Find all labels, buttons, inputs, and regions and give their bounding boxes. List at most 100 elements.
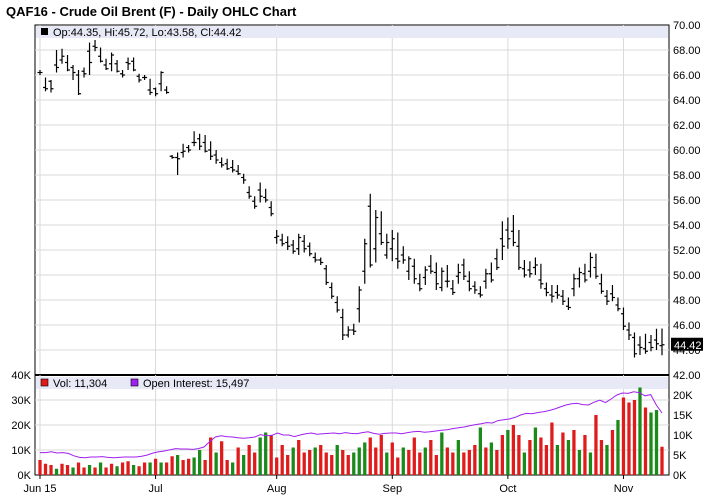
ohlc-bar [340,308,346,340]
last-price-marker: 44.42 [671,337,703,352]
volume-bar [385,452,389,475]
ohlc-bar [136,73,142,83]
ohlc-bar [230,160,236,173]
volume-bar [566,440,571,475]
volume-bar [451,452,455,475]
volume-bar [577,450,582,475]
price-tick-label: 68.00 [673,45,701,57]
ohlc-bar [510,215,516,247]
volume-bar [203,460,207,475]
ohlc-bar [81,67,87,78]
ohlc-bar [213,150,219,164]
volume-bar [197,450,202,475]
volume-bar [561,432,565,475]
ohlc-bar [516,230,522,270]
volume-bar [517,435,521,475]
volume-bar [330,455,334,475]
volume-bar [660,446,664,475]
ohlc-bars [37,40,665,358]
x-tick-label: Jul [149,483,163,495]
ohlc-bar [609,285,615,302]
ohlc-bar [422,266,428,285]
ohlc-bar [301,235,307,253]
volume-bar [120,462,125,475]
volume-bar [445,447,449,475]
price-axis-right: 70.00 68.00 66.00 64.00 62.00 60.00 58.00 56.00… [673,20,701,382]
ohlc-bar [505,217,511,249]
price-tick-label: 48.00 [673,295,701,307]
ohlc-bar [197,133,203,150]
price-tick-label: 60.00 [673,145,701,157]
volume-bar [610,430,615,475]
ohlc-bar [54,50,60,73]
volume-bar [319,445,323,475]
price-tick-label: 64.00 [673,95,701,107]
ohlc-bar [433,262,439,290]
ohlc-bar [648,335,654,352]
ohlc-bar [59,48,65,64]
volume-bar [390,442,394,475]
ohlc-bar [560,290,566,305]
ohlc-bar [554,285,560,299]
volume-bar [506,430,510,475]
ohlc-bar [351,323,357,335]
ohlc-bar [494,248,500,270]
ohlc-bar [263,188,269,203]
ohlc-bar [318,257,324,265]
ohlc-bar [92,40,98,52]
ohlc-bar [521,260,527,278]
volume-bar [495,450,499,475]
price-tick-label: 58.00 [673,170,701,182]
volume-bar [54,468,59,475]
price-tick-label: 54.00 [673,220,701,232]
ohlc-bar [483,268,489,289]
ohlc-bar [527,261,533,278]
ohlc-bar [114,60,120,73]
ohlc-bar [653,328,659,350]
ohlc-bar [257,182,263,203]
volume-bar [153,458,158,475]
ohlc-bar [131,57,137,72]
volume-legend-text: Vol: 11,304 [53,378,107,390]
volume-tick-label-left: 20K [11,420,31,432]
ohlc-bar [642,333,648,354]
volume-bar [225,460,229,475]
volume-bar [164,462,169,475]
ohlc-bar [411,258,417,284]
ohlc-bar [158,71,164,92]
ohlc-bar [169,155,175,159]
ohlc-bar [417,273,423,292]
volume-bars [38,387,664,475]
volume-axis-right: 20K 15K 10K 5K 0K [673,390,693,482]
ohlc-bar [65,55,71,72]
volume-bar [539,437,543,475]
volume-bar [71,467,75,475]
volume-bar [396,457,400,475]
volume-legend-band [36,377,668,389]
price-tick-label: 52.00 [673,245,701,257]
volume-bar [522,452,527,475]
ohlc-bar [345,326,351,338]
ohlc-bar [604,290,610,305]
volume-tick-label-left: 0K [18,470,32,482]
ohlc-bar [224,158,230,170]
ohlc-bar [549,285,555,303]
volume-bar [632,400,637,475]
ohlc-bar [466,271,472,292]
volume-bar [43,463,48,475]
ohlc-bar [103,58,109,70]
ohlc-bar [147,78,153,95]
ohlc-bar [87,42,93,75]
volume-bar [192,457,196,475]
ohlc-bar [120,70,126,78]
volume-bar [93,467,97,475]
volume-axis-left: 40K 30K 20K 10K 0K [11,370,31,482]
ohlc-bar [307,242,313,257]
volume-bar [170,456,174,475]
ohlc-bar [450,280,456,295]
volume-bar [418,452,422,475]
ohlc-bar [191,131,197,147]
volume-tick-label-right: 5K [673,450,687,462]
volume-bar [258,437,262,475]
volume-bar [605,445,609,475]
